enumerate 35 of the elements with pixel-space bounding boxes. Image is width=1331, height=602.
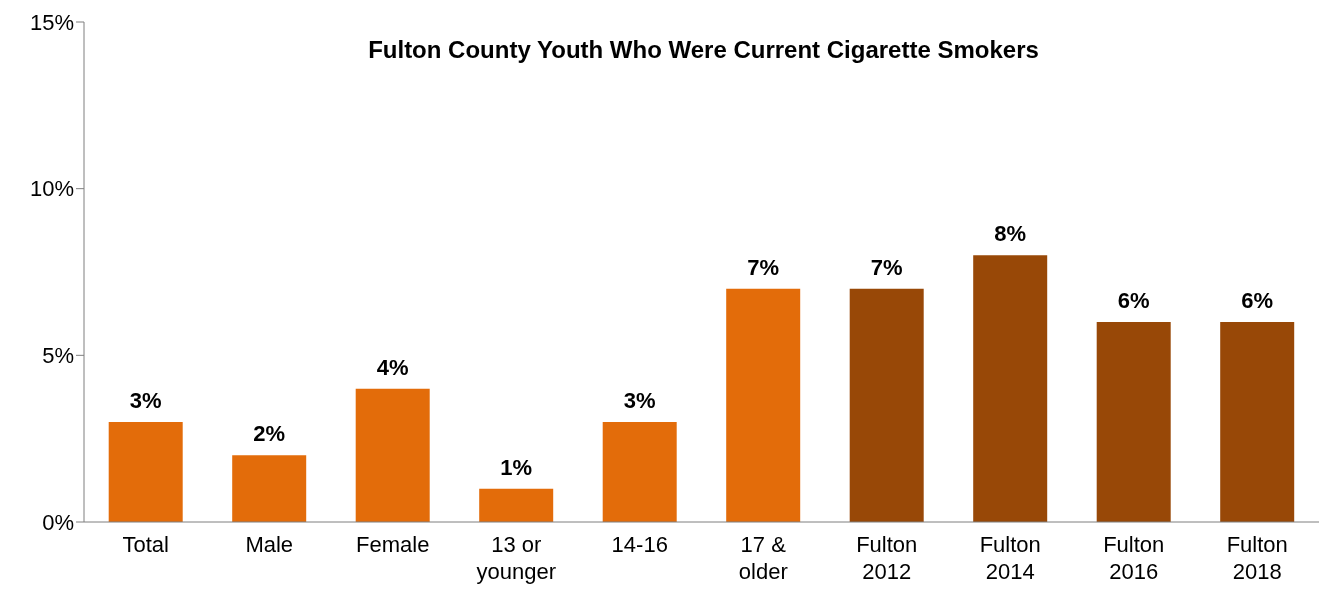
text: Fulton County Youth Who Were Current Cigarette Smokers: [367, 36, 1040, 64]
bar: [232, 455, 307, 522]
data-label: 6%: [1117, 288, 1150, 313]
data-label: 8%: [994, 221, 1027, 247]
x-tick-label: Fulton 2018: [1226, 532, 1288, 584]
x-tick-label: 14-16: [611, 532, 668, 557]
data-label: 6%: [1241, 288, 1274, 313]
y-tick-label: 5%: [42, 343, 74, 369]
data-label: 1%: [500, 454, 533, 480]
bar: [1220, 322, 1295, 522]
bar: [602, 422, 677, 522]
data-label: 3%: [623, 388, 656, 413]
x-tick-label: Fulton 2014: [979, 532, 1041, 584]
x-tick-label: Total: [122, 532, 169, 557]
data-label: 7%: [870, 254, 903, 280]
bar: [849, 288, 924, 522]
x-tick-label: Female: [356, 532, 430, 557]
y-tick-label: 10%: [29, 176, 74, 202]
data-label: 4%: [376, 354, 409, 380]
data-label: 3%: [129, 388, 162, 413]
bar: [108, 422, 183, 522]
x-tick-label: Fulton 2016: [1103, 532, 1165, 584]
bar: [726, 288, 801, 522]
data-label: 2%: [253, 421, 286, 447]
bar: [973, 255, 1048, 522]
bar: [355, 388, 430, 522]
y-tick-label: 15%: [29, 9, 74, 35]
x-tick-label: 13 or younger: [476, 532, 557, 584]
x-tick-label: Fulton 2012: [856, 532, 918, 584]
x-tick-label: 17 & older: [738, 532, 788, 584]
y-tick-label: 0%: [42, 509, 74, 535]
x-tick-label: Male: [245, 532, 294, 557]
data-label: 7%: [747, 254, 780, 280]
bar: [1096, 322, 1171, 522]
bar: [479, 488, 554, 522]
